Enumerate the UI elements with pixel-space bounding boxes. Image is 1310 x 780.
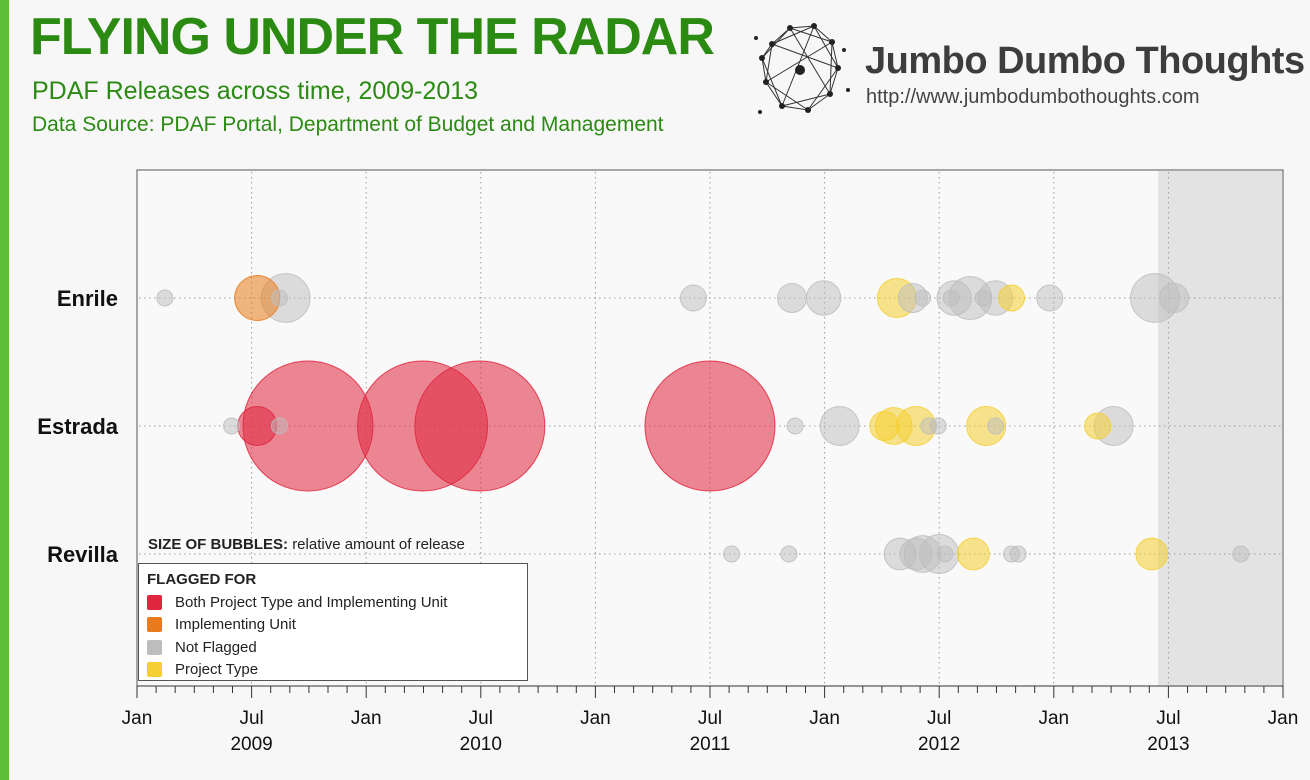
x-tick-label: Jul (1156, 708, 1180, 729)
bubble-not-flagged[interactable] (929, 417, 947, 435)
bubble-not-flagged[interactable] (786, 417, 804, 435)
page-subtitle: PDAF Releases across time, 2009-2013 (32, 77, 479, 105)
bubble-project-type[interactable] (998, 284, 1026, 312)
bubble-not-flagged[interactable] (942, 289, 960, 307)
x-tick-label: Jan (351, 708, 382, 729)
bubble-project-type[interactable] (1135, 537, 1169, 571)
legend-swatch-implementing (147, 617, 162, 633)
bubble-project-type[interactable] (1084, 412, 1112, 440)
bubble-not-flagged[interactable] (270, 417, 288, 435)
legend-swatch-not-flagged (147, 639, 162, 655)
bubble-not-flagged[interactable] (805, 280, 842, 316)
row-label: Enrile (57, 286, 118, 311)
bubble-not-flagged[interactable] (819, 406, 860, 446)
shaded-period (1158, 171, 1282, 685)
legend-label: Implementing Unit (175, 616, 296, 634)
bubble-both[interactable] (237, 406, 278, 446)
legend-item-both: Both Project Type and Implementing Unit (147, 591, 519, 614)
legend-label: Project Type (175, 661, 259, 679)
accent-bar (0, 0, 9, 780)
legend-item-not-flagged: Not Flagged (147, 636, 519, 659)
bubble-not-flagged[interactable] (777, 282, 808, 314)
bubble-not-flagged[interactable] (987, 417, 1005, 435)
x-year-label: 2010 (460, 734, 502, 755)
x-tick-label: Jan (122, 708, 153, 729)
x-year-label: 2009 (230, 734, 272, 755)
bubble-not-flagged[interactable] (223, 417, 241, 435)
legend-item-implementing: Implementing Unit (147, 614, 519, 637)
legend: FLAGGED FOR Both Project Type and Implem… (138, 563, 528, 681)
x-tick-label: Jan (1268, 708, 1299, 729)
bubble-not-flagged[interactable] (914, 289, 932, 307)
bubble-not-flagged[interactable] (974, 289, 992, 307)
x-tick-label: Jul (469, 708, 493, 729)
bubble-not-flagged[interactable] (156, 289, 174, 307)
bubble-not-flagged[interactable] (270, 289, 288, 307)
bubble-note-text: relative amount of release (292, 536, 465, 553)
bubble-both[interactable] (414, 360, 546, 492)
legend-swatch-both (147, 594, 162, 610)
bubble-not-flagged[interactable] (1009, 545, 1027, 563)
bubble-project-type[interactable] (956, 537, 990, 571)
legend-label: Both Project Type and Implementing Unit (175, 593, 448, 611)
x-year-label: 2013 (1147, 734, 1189, 755)
x-year-label: 2012 (918, 734, 960, 755)
bubble-not-flagged[interactable] (679, 284, 707, 312)
legend-title: FLAGGED FOR (147, 571, 257, 588)
legend-item-project-type: Project Type (147, 659, 519, 682)
brand-name: Jumbo Dumbo Thoughts (865, 40, 1305, 82)
x-tick-label: Jul (698, 708, 722, 729)
x-tick-label: Jul (927, 708, 951, 729)
bubble-not-flagged[interactable] (899, 537, 933, 571)
bubble-both[interactable] (644, 360, 776, 492)
bubble-not-flagged[interactable] (1159, 282, 1190, 314)
x-year-label: 2011 (690, 734, 731, 755)
bubble-size-note: SIZE OF BUBBLES: relative amount of rele… (148, 537, 465, 552)
legend-label: Not Flagged (175, 638, 257, 656)
bubble-not-flagged[interactable] (936, 545, 954, 563)
brand-url[interactable]: http://www.jumbodumbothoughts.com (866, 86, 1200, 108)
bubble-not-flagged[interactable] (1232, 545, 1250, 563)
x-tick-label: Jan (1038, 708, 1069, 729)
x-tick-label: Jan (580, 708, 611, 729)
row-label: Revilla (47, 542, 119, 567)
bubble-note-label: SIZE OF BUBBLES: (148, 536, 289, 553)
x-tick-label: Jan (809, 708, 840, 729)
bubble-not-flagged[interactable] (723, 545, 741, 563)
bubble-project-type[interactable] (966, 406, 1007, 446)
bubble-not-flagged[interactable] (1036, 284, 1064, 312)
bubble-project-type[interactable] (869, 410, 900, 442)
network-nodes-icon (754, 23, 850, 114)
row-label: Estrada (37, 414, 118, 439)
legend-swatch-project-type (147, 662, 162, 678)
x-tick-label: Jul (239, 708, 263, 729)
page-title: FLYING UNDER THE RADAR (30, 8, 715, 66)
data-source: Data Source: PDAF Portal, Department of … (32, 113, 664, 136)
bubble-not-flagged[interactable] (780, 545, 798, 563)
